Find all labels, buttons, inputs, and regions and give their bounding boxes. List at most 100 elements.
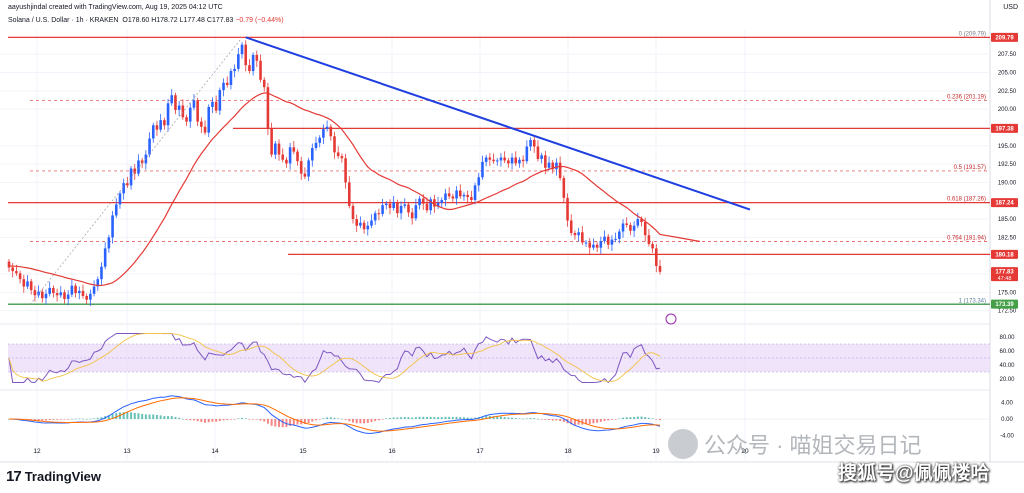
macd-histogram-bar	[540, 419, 543, 420]
macd-histogram-bar	[59, 419, 62, 420]
macd-histogram-bar	[511, 417, 514, 419]
macd-histogram-bar	[155, 414, 158, 419]
author-line: aayushjindal created with TradingView.co…	[8, 4, 223, 11]
tradingview-logo[interactable]: 17 TradingView	[6, 467, 101, 485]
candle-body	[451, 196, 455, 199]
candle-body	[336, 152, 340, 157]
candle-body	[188, 107, 192, 122]
candle-body	[525, 146, 529, 162]
rsi-band	[8, 344, 990, 372]
candle-body	[40, 291, 44, 299]
macd-histogram-bar	[533, 418, 536, 419]
candle-body	[200, 121, 203, 127]
symbol-label[interactable]: Solana / U.S. Dollar · 1h · KRAKEN	[8, 17, 119, 24]
candle-body	[414, 205, 418, 219]
macd-histogram-bar	[322, 418, 325, 419]
macd-histogram-bar	[111, 414, 114, 419]
macd-histogram-bar	[244, 418, 247, 420]
macd-histogram-bar	[525, 418, 528, 419]
candle-body	[159, 120, 162, 130]
time-tick-label: 19	[652, 448, 660, 455]
candle-body	[211, 101, 214, 107]
macd-histogram-bar	[651, 418, 654, 419]
candle-body	[59, 292, 63, 296]
candle-body	[603, 236, 606, 242]
watermark-secondary: 搜狐号@佩佩楼哈	[838, 463, 990, 484]
macd-histogram-bar	[52, 419, 55, 420]
wechat-icon	[668, 429, 698, 459]
candle-body	[532, 139, 536, 147]
candle-body	[340, 156, 344, 159]
candle-body	[573, 232, 577, 236]
fibonacci-label: 0 (209.79)	[959, 31, 986, 37]
macd-histogram-bar	[462, 417, 465, 419]
lightning-icon	[665, 313, 677, 325]
candle-body	[344, 158, 347, 183]
price-tick-label: 192.50	[998, 162, 1017, 168]
tradingview-logo-text: TradingView	[24, 468, 102, 484]
macd-histogram-bar	[640, 416, 643, 419]
fibonacci-anchor-line	[29, 37, 243, 305]
macd-histogram-bar	[659, 419, 661, 421]
macd-histogram-bar	[400, 417, 403, 419]
macd-histogram-bar	[311, 419, 314, 422]
watermark-text: 公众号 · 喵姐交易日记	[704, 433, 922, 458]
candle-body	[410, 212, 414, 219]
macd-histogram-bar	[281, 419, 284, 428]
macd-histogram-bar	[440, 417, 443, 419]
candlesticks	[7, 40, 662, 306]
macd-histogram-bar	[492, 416, 495, 419]
macd-histogram-bar	[507, 417, 510, 419]
candle-body	[558, 162, 562, 179]
candle-body	[492, 159, 495, 162]
macd-histogram-bar	[655, 419, 658, 420]
macd-histogram-bar	[544, 419, 547, 420]
rsi-line	[8, 333, 661, 384]
macd-histogram-bar	[592, 419, 595, 424]
tradingview-logo-icon: 17	[6, 467, 22, 485]
candle-body	[555, 162, 558, 170]
candle-body	[311, 147, 314, 161]
macd-histogram-bar	[37, 419, 40, 421]
candle-body	[510, 157, 514, 164]
macd-histogram-bar	[248, 419, 251, 420]
macd-histogram-bar	[85, 418, 88, 420]
candle-body	[137, 160, 140, 174]
candle-body	[606, 236, 610, 245]
price-tag-label: 187.24	[995, 201, 1014, 207]
macd-histogram-bar	[126, 412, 129, 419]
candle-body	[458, 190, 462, 197]
candle-body	[325, 126, 329, 129]
macd-histogram-bar	[285, 419, 288, 427]
candle-body	[151, 125, 155, 139]
candle-body	[177, 105, 181, 110]
macd-histogram-bar	[496, 416, 499, 419]
macd-histogram-bar	[340, 418, 343, 420]
candle-body	[314, 142, 318, 148]
candle-body	[322, 128, 325, 138]
macd-histogram-bar	[333, 417, 336, 419]
time-tick-label: 18	[564, 448, 572, 455]
fibonacci-label: 0.236 (201.19)	[947, 94, 986, 100]
candle-body	[251, 54, 255, 72]
price-tag-label: 197.38	[995, 126, 1014, 132]
candle-body	[89, 293, 92, 300]
price-tag	[991, 123, 1018, 133]
macd-histogram-bar	[252, 419, 255, 420]
macd-histogram-bar	[70, 418, 73, 420]
fibonacci-label: 1 (173.34)	[959, 299, 986, 305]
candle-body	[588, 242, 592, 248]
candle-body	[100, 266, 103, 280]
macd-histogram-bar	[355, 419, 358, 424]
macd-histogram-bar	[577, 419, 580, 425]
candle-body	[355, 219, 358, 226]
macd-histogram-bar	[215, 419, 218, 422]
macd-histogram-bar	[167, 416, 170, 419]
macd-histogram-bar	[618, 418, 621, 420]
candle-body	[366, 225, 370, 230]
candle-body	[640, 219, 643, 222]
candle-body	[447, 193, 451, 197]
candle-body	[22, 279, 26, 287]
macd-histogram-bar	[581, 419, 584, 425]
